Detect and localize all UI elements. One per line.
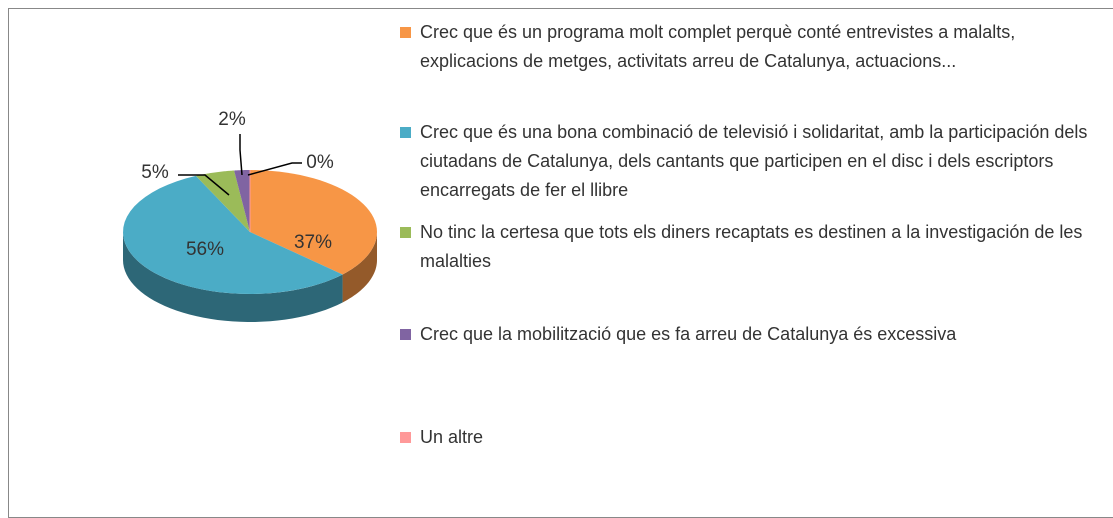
legend-swatch (400, 329, 411, 340)
legend-entry: Crec que la mobilització que es fa arreu… (400, 320, 1100, 349)
pie-slice (123, 175, 343, 294)
legend-entry: No tinc la certesa que tots els diners r… (400, 218, 1100, 276)
data-label: 37% (294, 232, 332, 253)
legend-swatch (400, 127, 411, 138)
leader-line (178, 174, 230, 196)
pie-side (123, 232, 343, 322)
pie-chart: 37% 56% 5% 2% 0% (123, 109, 377, 322)
legend-label: Crec que és una bona combinació de telev… (420, 122, 1088, 200)
pie-slice (234, 170, 250, 232)
legend-label: Un altre (420, 427, 484, 447)
legend-entry: Crec que és una bona combinació de telev… (400, 118, 1100, 205)
data-label: 5% (141, 162, 169, 183)
legend-swatch (400, 432, 411, 443)
pie-side (342, 232, 377, 303)
data-label: 2% (218, 109, 246, 130)
leader-line (239, 134, 243, 176)
legend-label: Crec que és un programa molt complet per… (420, 22, 1016, 71)
legend-entry: Un altre (400, 423, 1100, 452)
data-label: 0% (306, 152, 334, 173)
legend-label: Crec que la mobilització que es fa arreu… (420, 324, 957, 344)
pie-slice (195, 170, 250, 232)
legend-swatch (400, 27, 411, 38)
legend-entry: Crec que és un programa molt complet per… (400, 18, 1100, 76)
pie-slice (250, 170, 377, 275)
leader-line (247, 162, 302, 176)
legend-label: No tinc la certesa que tots els diners r… (420, 222, 1083, 271)
legend-swatch (400, 227, 411, 238)
data-label: 56% (186, 239, 224, 260)
